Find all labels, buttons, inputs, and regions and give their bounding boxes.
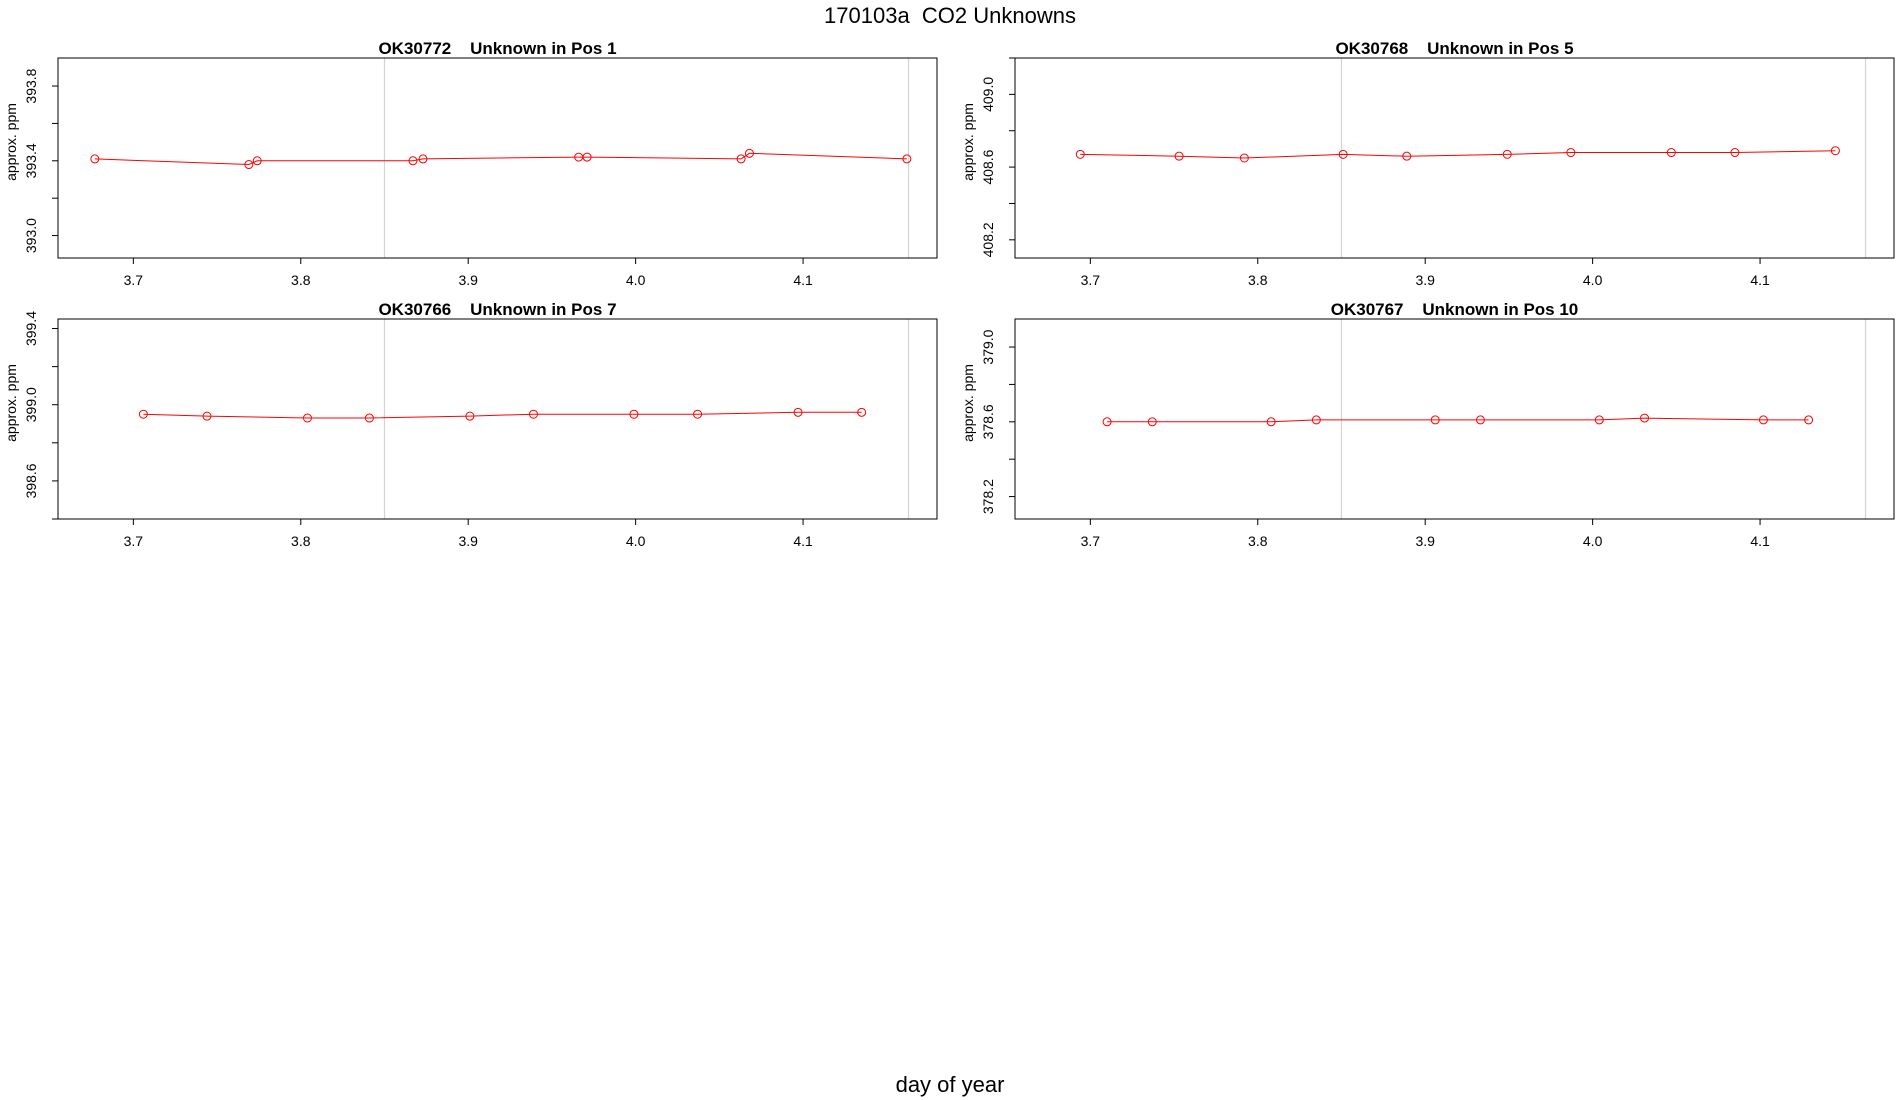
- x-tick-label: 3.8: [1248, 533, 1268, 549]
- chart-title: OK30768 Unknown in Pos 5: [1335, 39, 1573, 58]
- data-point: [1147, 417, 1157, 427]
- data-point: [1102, 417, 1112, 427]
- data-point: [693, 409, 703, 419]
- data-point: [138, 409, 148, 419]
- data-point: [90, 154, 100, 164]
- y-tick-label: 378.2: [980, 479, 996, 514]
- data-point: [1338, 149, 1348, 159]
- chart-panel-1: OK30772 Unknown in Pos 1 3.7 3.8 3.9 4.0 4.1 3…: [3, 39, 938, 288]
- data-point: [1566, 148, 1576, 158]
- data-point: [1804, 415, 1814, 425]
- data-point: [736, 154, 746, 164]
- x-tick-label: 4.1: [793, 533, 813, 549]
- plot-frame: [57, 57, 938, 259]
- data-point: [1311, 415, 1321, 425]
- data-point: [1730, 148, 1740, 158]
- data-point: [252, 156, 262, 166]
- y-tick-label: 408.6: [980, 149, 996, 184]
- data-point: [1239, 153, 1249, 163]
- x-tick-label: 4.1: [1750, 533, 1770, 549]
- y-tick-label: 408.2: [980, 222, 996, 257]
- x-tick-label: 4.1: [1750, 272, 1770, 288]
- x-tick-label: 3.8: [1248, 272, 1268, 288]
- data-point: [408, 156, 418, 166]
- x-tick-label: 4.0: [1583, 272, 1603, 288]
- chart-panel-4: OK30767 Unknown in Pos 10 3.7 3.8 3.9 4.0 4.1…: [960, 300, 1895, 549]
- data-point: [528, 409, 538, 419]
- y-tick-label: 399.0: [23, 387, 39, 422]
- data-point: [465, 411, 475, 421]
- data-point: [793, 407, 803, 417]
- y-axis-label: approx. ppm: [960, 103, 976, 181]
- data-point: [1640, 413, 1650, 423]
- data-point: [1266, 417, 1276, 427]
- y-tick-label: 409.0: [980, 77, 996, 112]
- data-point: [1475, 415, 1485, 425]
- data-point: [1594, 415, 1604, 425]
- y-tick-label: 398.6: [23, 463, 39, 498]
- plot-frame: [1014, 318, 1895, 520]
- plot-frame: [1014, 57, 1895, 259]
- y-axis-label: approx. ppm: [960, 364, 976, 442]
- data-point: [244, 160, 254, 170]
- data-point: [1830, 146, 1840, 156]
- data-point: [302, 413, 312, 423]
- data-point: [902, 154, 912, 164]
- data-point: [582, 152, 592, 162]
- data-point: [364, 413, 374, 423]
- data-point: [1666, 148, 1676, 158]
- y-tick-label: 393.4: [23, 143, 39, 178]
- y-axis-label: approx. ppm: [3, 103, 19, 181]
- chart-panel-3: OK30766 Unknown in Pos 7 3.7 3.8 3.9 4.0 4.1 3…: [3, 300, 938, 549]
- chart-title: OK30767 Unknown in Pos 10: [1331, 300, 1579, 319]
- page-title: 170103a CO2 Unknowns: [824, 3, 1076, 28]
- y-tick-label: 393.8: [23, 68, 39, 103]
- data-point: [1174, 151, 1184, 161]
- x-tick-label: 3.9: [458, 533, 478, 549]
- series-line: [94, 152, 907, 166]
- chart-title: OK30766 Unknown in Pos 7: [378, 300, 616, 319]
- data-point: [1758, 415, 1768, 425]
- x-tick-label: 3.9: [458, 272, 478, 288]
- x-tick-label: 3.8: [291, 533, 311, 549]
- x-tick-label: 3.9: [1415, 272, 1435, 288]
- chart-panel-2: OK30768 Unknown in Pos 5 3.7 3.8 3.9 4.0 4.1 4…: [960, 39, 1895, 288]
- chart-title: OK30772 Unknown in Pos 1: [378, 39, 616, 58]
- x-tick-label: 4.1: [793, 272, 813, 288]
- x-tick-label: 3.7: [124, 272, 144, 288]
- x-axis-title: day of year: [895, 1072, 1005, 1097]
- x-tick-label: 3.7: [1081, 272, 1101, 288]
- x-tick-label: 3.9: [1415, 533, 1435, 549]
- x-tick-label: 3.7: [1081, 533, 1101, 549]
- y-tick-label: 399.4: [23, 311, 39, 346]
- y-tick-label: 378.6: [980, 404, 996, 439]
- data-point: [857, 407, 867, 417]
- x-tick-label: 3.8: [291, 272, 311, 288]
- series-line: [1080, 150, 1836, 159]
- data-point: [629, 409, 639, 419]
- data-point: [744, 148, 754, 158]
- plot-frame: [57, 318, 938, 520]
- data-point: [1430, 415, 1440, 425]
- data-point: [418, 154, 428, 164]
- series-line: [143, 411, 862, 419]
- x-tick-label: 3.7: [124, 533, 144, 549]
- series-line: [1107, 417, 1809, 423]
- data-point: [1502, 149, 1512, 159]
- y-tick-label: 379.0: [980, 329, 996, 364]
- y-tick-label: 393.0: [23, 218, 39, 253]
- y-axis-label: approx. ppm: [3, 364, 19, 442]
- data-point: [202, 411, 212, 421]
- x-tick-label: 4.0: [1583, 533, 1603, 549]
- x-tick-label: 4.0: [626, 272, 646, 288]
- data-point: [1402, 151, 1412, 161]
- x-tick-label: 4.0: [626, 533, 646, 549]
- data-point: [1075, 149, 1085, 159]
